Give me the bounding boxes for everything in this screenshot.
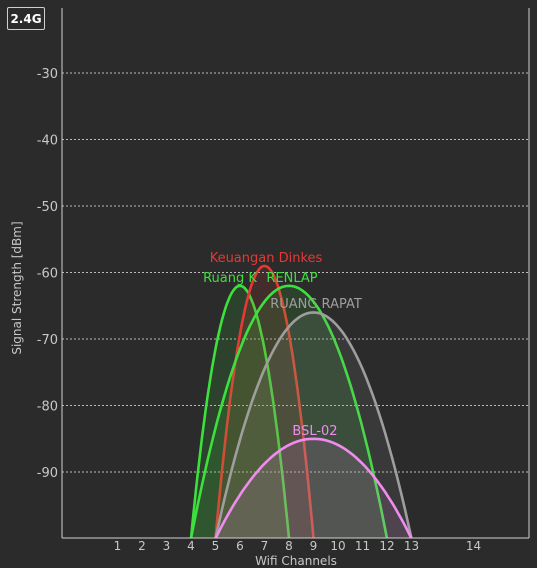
x-axis-title: Wifi Channels: [255, 554, 337, 568]
y-tick-label: -40: [37, 134, 58, 149]
series-area-ruang-renlap: [191, 285, 387, 538]
y-tick-label: -50: [37, 200, 58, 215]
x-tick-label: 11: [355, 539, 370, 553]
y-tick-label: -60: [37, 267, 58, 282]
x-tick-label: 10: [330, 539, 345, 553]
x-tick-label: 5: [212, 539, 220, 553]
series-line-ruang-rapat: [214, 311, 413, 538]
x-tick-label: 4: [187, 539, 195, 553]
y-tick-label: -70: [37, 333, 58, 348]
series-label-renlap: RENLAP: [266, 271, 317, 286]
grid-layer: [62, 72, 529, 473]
y-axis-title: Signal Strength [dBm]: [10, 221, 24, 354]
x-tick-label: 8: [285, 539, 293, 553]
y-tick-label: -30: [37, 67, 58, 82]
x-tick-label: 13: [404, 539, 419, 553]
label-layer: Keuangan Dinkes Ruang K RENLAP RUANG RAPAT B…: [203, 251, 362, 439]
band-toggle-button[interactable]: 2.4G: [7, 7, 45, 30]
x-tick-label: 6: [236, 539, 244, 553]
series-label-bsl-02: BSL-02: [292, 424, 337, 439]
x-tick-label: 9: [310, 539, 318, 553]
series-label-keuangan-dinkes: Keuangan Dinkes: [210, 251, 323, 266]
x-tick-label: 3: [163, 539, 171, 553]
series-layer: [189, 264, 413, 538]
series-label-ruang-k: Ruang K: [203, 271, 257, 286]
axis-layer: -30-40-50-60-70-80-901 2 3 4 5 6 7 8 9 10 11 12 13 14…: [10, 8, 530, 568]
x-tick-label: 7: [261, 539, 269, 553]
x-tick-label: 2: [138, 539, 146, 553]
series-area-ruang-kepeg: [191, 285, 289, 538]
x-tick-label: 1: [114, 539, 122, 553]
series-line-keuangan-dinkes: [214, 264, 315, 538]
series-label-ruang-rapat: RUANG RAPAT: [270, 297, 362, 312]
series-line-ruang-renlap: [189, 284, 389, 538]
x-tick-label: 12: [379, 539, 394, 553]
y-tick-label: -80: [37, 400, 58, 415]
series-line-bsl-02: [214, 437, 413, 538]
series-line-ruang-kepeg: [189, 284, 291, 538]
y-tick-label: -90: [37, 466, 58, 481]
x-tick-label: 14: [466, 539, 481, 553]
